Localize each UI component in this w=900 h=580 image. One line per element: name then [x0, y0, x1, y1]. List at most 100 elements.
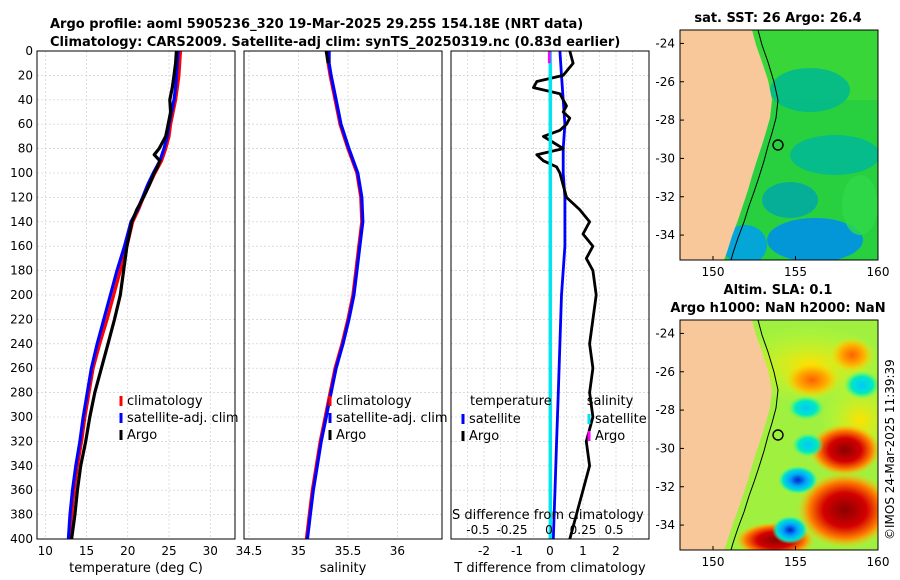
depth-tick-label: 280: [10, 386, 33, 400]
x-tick-label: -1: [511, 544, 523, 558]
map-y-tick-label: -26: [655, 75, 675, 89]
plot-frame: [450, 50, 650, 540]
sla-moderate-anomaly: [784, 362, 840, 398]
map-y-tick-label: -28: [655, 403, 675, 417]
sst-map-axes: 150 155 160 -24 -26 -28 -30 -32 -34: [655, 36, 889, 279]
sla-map-axes: 150 155 160 -24 -26 -28 -30 -32 -34: [655, 326, 889, 569]
depth-tick-label: 240: [10, 337, 33, 351]
x-tick-label: 25: [161, 544, 176, 558]
legend-label: satellite-adj. clim: [127, 411, 239, 426]
sst-map-frame: [679, 29, 879, 261]
sst-cold-patch: [767, 218, 863, 260]
map-y-tick-label: -30: [655, 441, 675, 455]
x-tick-label: 34.5: [236, 544, 263, 558]
legend-label: Argo: [127, 428, 157, 443]
legend-label: climatology: [127, 394, 203, 409]
sla-low-anomaly: [788, 396, 824, 420]
sst-coast-shelf: [730, 30, 779, 260]
sla-low-anomaly: [792, 433, 824, 457]
sla-map-subtitle: Argo h1000: NaN h2000: NaN: [670, 301, 885, 316]
map-x-tick-label: 150: [702, 555, 725, 569]
legend-label: Argo: [469, 429, 499, 444]
depth-tick-label: 100: [10, 166, 33, 180]
sst-map: [680, 30, 878, 260]
difference-panel: -2 -1 0 1 2 T difference from climatology temp…: [450, 50, 650, 576]
map-y-tick-label: -32: [655, 480, 675, 494]
depth-tick-label: 320: [10, 434, 33, 448]
depth-tick-label: 380: [10, 508, 33, 522]
depth-tick-label: 260: [10, 361, 33, 375]
depth-tick-label: 340: [10, 459, 33, 473]
x-tick-label: 30: [203, 544, 218, 558]
map-y-tick-label: -32: [655, 190, 675, 204]
map-x-tick-label: 150: [702, 265, 725, 279]
x-axis-label: temperature (deg C): [69, 561, 203, 576]
x-tick-label: 1: [579, 544, 587, 558]
sla-coast-shelf: [730, 320, 779, 550]
depth-tick-label: 180: [10, 264, 33, 278]
s-tick-label: 0.5: [604, 523, 623, 537]
map-y-tick-label: -34: [655, 228, 675, 242]
legend-label: Argo: [595, 429, 625, 444]
sst-land: [680, 30, 772, 260]
x-tick-label: 15: [79, 544, 94, 558]
depth-tick-label: 140: [10, 215, 33, 229]
series-line-satellite-adj-clim: [305, 51, 365, 540]
map-x-tick-label: 155: [784, 555, 807, 569]
depth-tick-label: 160: [10, 239, 33, 253]
depth-tick-label: 120: [10, 190, 33, 204]
series-line-argo: [324, 50, 330, 64]
depth-tick-label: 360: [10, 483, 33, 497]
depth-tick-label: 60: [18, 117, 33, 131]
x-tick-label: 0: [546, 544, 554, 558]
sla-low-anomaly: [772, 516, 808, 544]
depth-tick-label: 0: [25, 44, 33, 58]
map-y-tick-label: -24: [655, 36, 675, 50]
s-tick-label: -0.25: [496, 523, 527, 537]
map-x-tick-label: 160: [867, 265, 890, 279]
sst-map-title: sat. SST: 26 Argo: 26.4: [694, 11, 861, 26]
sst-cool-patch: [762, 182, 818, 218]
depth-tick-label: 220: [10, 312, 33, 326]
sst-cool-patch: [790, 135, 878, 175]
sla-high-anomaly: [797, 472, 878, 548]
depth-tick-label: 300: [10, 410, 33, 424]
x-tick-label: 2: [612, 544, 620, 558]
x-axis-label: salinity: [320, 561, 367, 576]
salinity-panel: 34.5 35 35.5 36 salinity climatology satellite…: [236, 50, 448, 576]
sla-map-title: Altim. SLA: 0.1: [724, 283, 833, 298]
legend-label: climatology: [336, 394, 412, 409]
x-axis-label: T difference from climatology: [453, 561, 646, 576]
figure-title-line1: Argo profile: aoml 5905236_320 19-Mar-20…: [50, 17, 583, 32]
sla-high-anomaly: [809, 424, 878, 476]
plot-frame: [36, 50, 236, 540]
series-line-argo: [70, 50, 178, 540]
map-y-tick-label: -30: [655, 151, 675, 165]
x-tick-label: 10: [38, 544, 53, 558]
temperature-panel: 0 20 40 60 80 100 120 140 160 180 200 220 240 260 280 3…: [10, 44, 239, 576]
s-tick-label: -0.5: [466, 523, 489, 537]
map-x-tick-label: 155: [784, 265, 807, 279]
legend-label: satellite-adj. clim: [336, 411, 448, 426]
sst-argo-marker: [772, 139, 784, 151]
sla-argo-marker: [772, 429, 784, 441]
x-tick-label: 36: [390, 544, 405, 558]
map-y-tick-label: -24: [655, 326, 675, 340]
legend-title-salinity: salinity: [587, 394, 634, 409]
legend-title-temperature: temperature: [470, 394, 552, 409]
map-y-tick-label: -34: [655, 518, 675, 532]
sla-land: [680, 320, 772, 550]
figure-title-line2: Climatology: CARS2009. Satellite-adj cli…: [50, 35, 620, 50]
x-tick-label: 35.5: [335, 544, 362, 558]
map-x-tick-label: 160: [867, 555, 890, 569]
legend-label: satellite: [469, 412, 521, 427]
x-tick-label: -2: [478, 544, 490, 558]
depth-tick-label: 80: [18, 142, 33, 156]
sst-cool-patch: [770, 68, 850, 112]
sla-moderate-anomaly: [830, 337, 874, 373]
legend-label: satellite: [595, 412, 647, 427]
depth-tick-label: 400: [10, 532, 33, 546]
sla-low-anomaly: [844, 371, 878, 399]
depth-tick-label: 20: [18, 68, 33, 82]
